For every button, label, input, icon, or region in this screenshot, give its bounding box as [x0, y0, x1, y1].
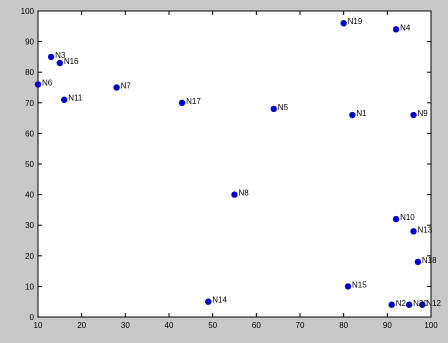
- point-label-n9: N9: [418, 109, 429, 118]
- y-tick-label: 60: [25, 129, 34, 138]
- data-point-n4: [392, 26, 400, 33]
- y-tick-label: 20: [25, 252, 34, 261]
- y-tick-label: 50: [25, 160, 34, 169]
- data-point-n2: [388, 301, 395, 308]
- data-point-n20: [405, 301, 413, 308]
- y-tick-label: 100: [21, 7, 35, 16]
- x-tick-label: 30: [121, 321, 130, 330]
- x-tick-label: 100: [424, 321, 438, 330]
- x-axis-ticks: 10 20 30 40 50 60 70 80 90 100: [34, 11, 438, 330]
- y-tick-label: 90: [25, 38, 34, 47]
- point-label-n5: N5: [278, 103, 289, 112]
- x-tick-label: 50: [208, 321, 217, 330]
- data-point-n12: [419, 301, 426, 308]
- data-point-n11: [60, 96, 68, 103]
- x-tick-label: 40: [165, 321, 174, 330]
- y-tick-label: 30: [25, 221, 34, 230]
- x-tick-label: 90: [383, 321, 392, 330]
- point-label-n18: N18: [422, 256, 437, 265]
- data-point-n14: [205, 298, 212, 305]
- x-tick-label: 10: [34, 321, 43, 330]
- data-point-n18: [414, 258, 422, 266]
- data-point-n13: [410, 228, 417, 235]
- y-tick-label: 80: [25, 68, 34, 77]
- x-tick-label: 80: [339, 321, 348, 330]
- data-point-n15: [344, 283, 352, 290]
- point-label-n7: N7: [121, 82, 132, 91]
- point-label-n15: N15: [352, 280, 367, 289]
- point-label-n8: N8: [239, 189, 250, 198]
- data-point-n17: [178, 99, 186, 107]
- y-tick-label: 0: [30, 313, 35, 322]
- y-axis-ticks: 0 10 20 30 40 50 60 70 80 90 100: [21, 7, 431, 322]
- point-label-n6: N6: [42, 78, 53, 87]
- data-point-n19: [340, 20, 347, 27]
- point-label-n14: N14: [212, 296, 227, 305]
- point-label-n16: N16: [64, 57, 79, 66]
- x-tick-label: 70: [296, 321, 305, 330]
- data-point-n3: [47, 53, 55, 61]
- point-label-n20: N20: [413, 299, 428, 308]
- data-point-n1: [349, 111, 356, 119]
- point-label-n11: N11: [68, 94, 83, 103]
- plot-area: [37, 10, 432, 318]
- data-point-n9: [410, 111, 417, 119]
- data-point-n16: [56, 59, 64, 67]
- point-label-n2: N2: [396, 299, 407, 308]
- data-point-n7: [113, 84, 120, 91]
- y-tick-label: 10: [25, 282, 34, 291]
- data-points: N1 N2 N3 N4 N5 N6 N7 N8 N9 N10 N11 N12 N13 N14 N15 N16 N…: [34, 17, 441, 308]
- data-point-n10: [392, 215, 400, 223]
- y-tick-label: 40: [25, 191, 34, 200]
- point-label-n1: N1: [356, 109, 367, 118]
- data-point-n5: [270, 105, 277, 113]
- x-tick-label: 60: [252, 321, 261, 330]
- point-label-n3: N3: [55, 51, 66, 60]
- point-label-n13: N13: [418, 225, 433, 234]
- point-label-n12: N12: [426, 299, 441, 308]
- point-label-n10: N10: [400, 213, 415, 222]
- data-point-n6: [34, 81, 42, 88]
- y-tick-label: 70: [25, 99, 34, 108]
- x-tick-label: 20: [77, 321, 86, 330]
- data-point-n8: [231, 191, 238, 198]
- point-label-n17: N17: [186, 97, 201, 106]
- point-label-n19: N19: [348, 17, 363, 26]
- point-label-n4: N4: [400, 23, 411, 32]
